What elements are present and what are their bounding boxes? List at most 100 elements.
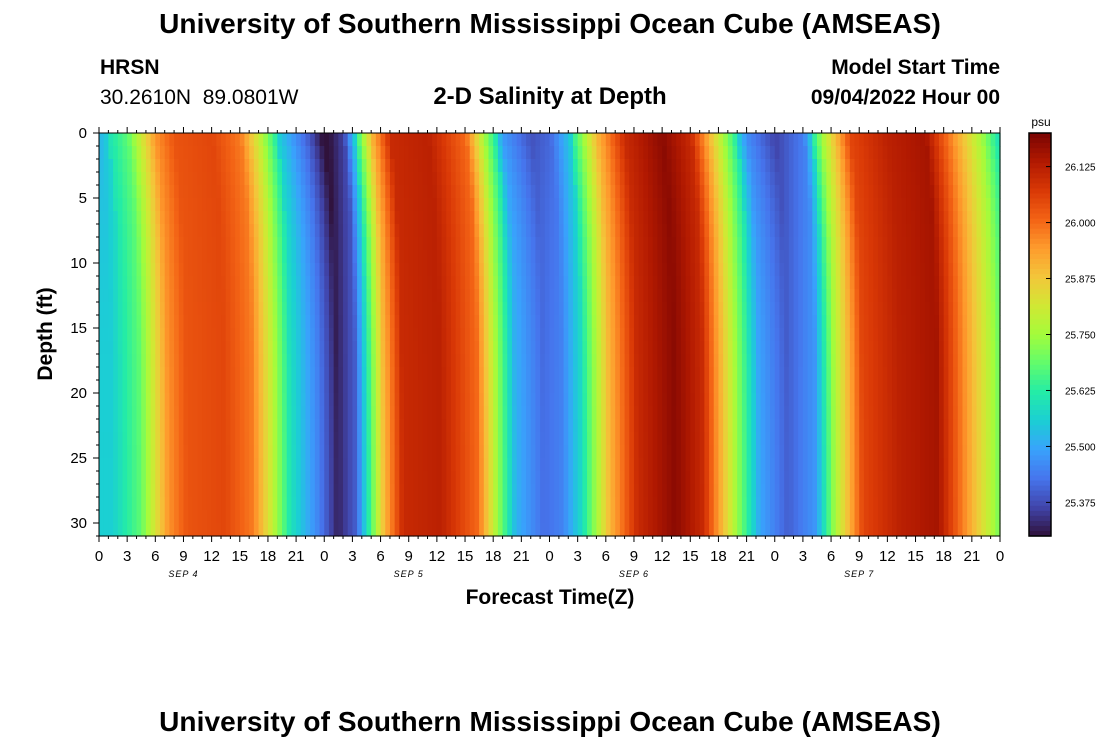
heat-cell [221,133,227,147]
heat-cell [117,263,124,277]
heat-cell [638,185,644,199]
heat-cell [779,172,785,186]
heat-cell [953,276,959,290]
heat-cell [558,302,565,316]
heat-cell [652,146,659,160]
heat-cell [516,445,522,459]
heat-cell [432,224,438,238]
heat-cell [816,263,823,277]
heat-cell [821,315,827,329]
heat-cell [507,315,513,329]
heat-cell [680,133,687,147]
heat-cell [103,354,109,368]
heat-cell [845,328,851,342]
heat-cell [178,406,185,420]
heat-cell [225,328,231,342]
heat-cell [558,393,565,407]
heat-cell [737,185,743,199]
heat-cell [216,367,222,381]
heat-cell [371,406,377,420]
heat-cell [235,380,241,394]
heat-cell [239,406,246,420]
heat-cell [690,432,696,446]
heat-cell [910,237,917,251]
heat-cell [666,250,673,264]
station-coordinates: 30.2610N 89.0801W [100,86,299,109]
heat-cell [741,445,748,459]
heat-cell [333,198,339,212]
heat-cell [103,198,109,212]
heat-cell [591,419,598,433]
heat-cell [291,406,297,420]
heat-cell [807,133,813,147]
heat-cell [751,250,757,264]
heat-cell [408,211,415,225]
heat-cell [845,445,851,459]
heat-cell [638,354,644,368]
heat-cell [882,302,888,316]
heat-cell [540,250,546,264]
heat-cell [418,341,424,355]
heat-cell [267,419,274,433]
heat-cell [845,315,851,329]
heat-cell [136,159,142,173]
heat-cell [934,354,940,368]
heat-cell [267,198,274,212]
heat-cell [357,250,363,264]
heat-cell [328,263,335,277]
heat-cell [877,250,884,264]
heat-cell [319,354,325,368]
heat-cell [343,328,349,342]
heat-cell [732,224,738,238]
heat-cell [108,172,114,186]
heat-cell [577,354,583,368]
heat-cell [685,185,691,199]
heat-cell [422,380,429,394]
heat-cell [587,380,593,394]
heat-cell [840,432,846,446]
heat-cell [732,198,738,212]
heat-cell [953,458,959,472]
heat-cell [995,315,1001,329]
heat-cell [910,172,917,186]
heat-cell [314,367,321,381]
heat-cell [957,354,964,368]
heat-cell [352,172,358,186]
heat-cell [652,432,659,446]
heat-cell [169,380,175,394]
heat-cell [338,263,344,277]
heat-cell [854,302,860,316]
heat-cell [155,367,161,381]
heat-cell [995,185,1001,199]
heat-cell [582,146,588,160]
heat-cell [887,159,893,173]
heat-cell [282,380,288,394]
heat-cell [314,198,321,212]
heat-cell [202,458,208,472]
heat-cell [788,432,795,446]
heat-cell [324,211,330,225]
heat-cell [572,393,579,407]
heat-cell [680,276,687,290]
heat-cell [554,276,560,290]
heat-cell [601,393,607,407]
heat-cell [239,224,246,238]
heat-cell [896,367,903,381]
heat-cell [150,432,156,446]
heat-cell [169,419,175,433]
heat-cell [413,380,419,394]
heat-cell [751,432,757,446]
heat-cell [831,211,837,225]
heat-cell [441,328,447,342]
heat-cell [957,224,964,238]
heat-cell [887,263,893,277]
heat-cell [375,185,382,199]
heat-cell [896,458,903,472]
heat-cell [530,302,537,316]
heat-cell [760,367,766,381]
heat-cell [624,393,630,407]
heat-cell [779,237,785,251]
heat-cell [141,367,147,381]
heat-cell [704,198,710,212]
heat-cell [469,302,476,316]
